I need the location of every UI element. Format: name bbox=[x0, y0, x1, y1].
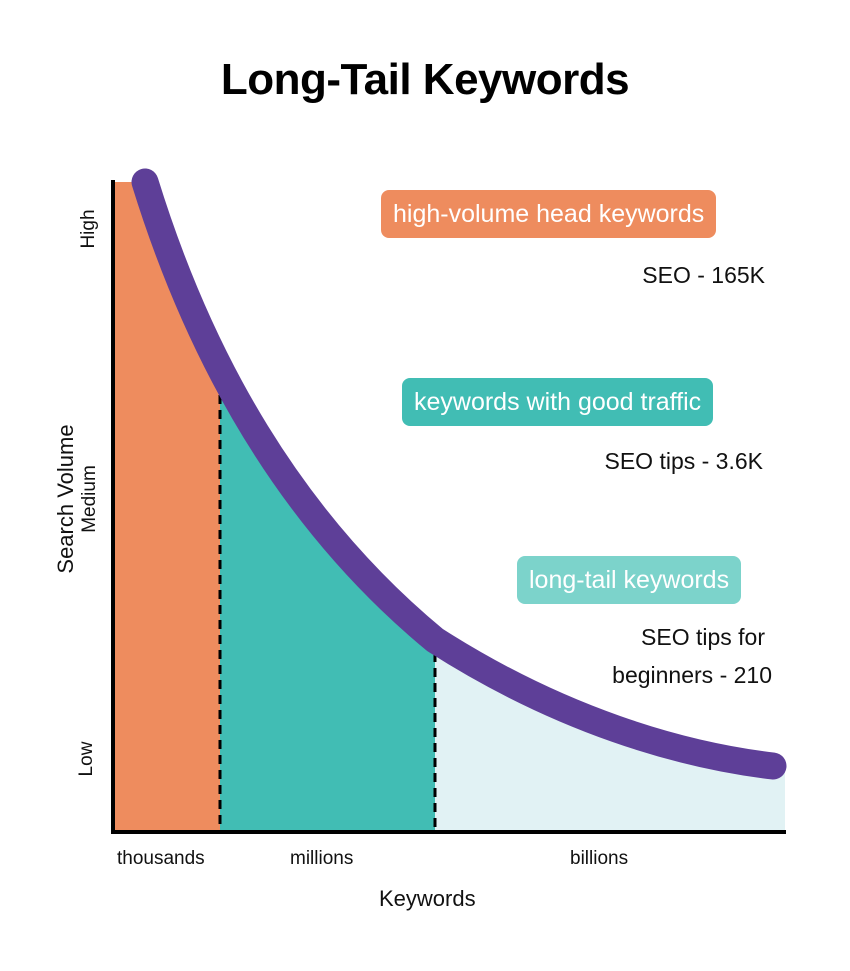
good-traffic-label: keywords with good traffic bbox=[402, 378, 714, 426]
y-tick-medium: Medium bbox=[79, 465, 100, 533]
long-tail-label: long-tail keywords bbox=[517, 556, 742, 604]
x-tick-billions: billions bbox=[570, 848, 629, 869]
x-tick-millions: millions bbox=[290, 848, 354, 869]
head-keywords-label: high-volume head keywords bbox=[381, 190, 717, 238]
demand-curve bbox=[131, 168, 787, 780]
x-axis-label: Keywords bbox=[379, 886, 476, 911]
y-tick-low: Low bbox=[76, 741, 97, 777]
long-tail-example-line2: beginners - 210 bbox=[612, 662, 772, 688]
head-keywords-example: SEO - 165K bbox=[642, 262, 765, 288]
x-tick-thousands: thousands bbox=[117, 848, 205, 869]
good-traffic-example: SEO tips - 3.6K bbox=[604, 448, 763, 474]
y-tick-high: High bbox=[78, 209, 99, 249]
diagram-title: Long-Tail Keywords bbox=[220, 55, 630, 104]
y-axis-label: Search Volume bbox=[53, 424, 78, 574]
long-tail-example-line1: SEO tips for bbox=[641, 624, 765, 650]
middle-region bbox=[220, 182, 435, 832]
